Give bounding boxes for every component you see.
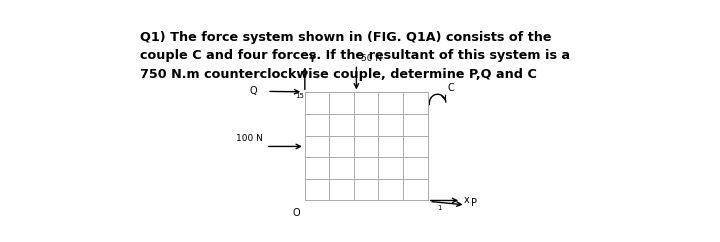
Text: 50 N: 50 N bbox=[361, 53, 382, 63]
Text: C: C bbox=[448, 83, 454, 93]
Text: O: O bbox=[293, 208, 300, 218]
Text: P: P bbox=[471, 198, 477, 208]
Text: Y: Y bbox=[307, 53, 315, 63]
Text: x: x bbox=[464, 196, 469, 205]
Text: Q: Q bbox=[249, 86, 257, 96]
Text: 15: 15 bbox=[294, 93, 304, 99]
Text: Q1) The force system shown in (FIG. Q1A) consists of the
couple C and four force: Q1) The force system shown in (FIG. Q1A)… bbox=[140, 31, 570, 81]
Text: 100 N: 100 N bbox=[236, 134, 263, 143]
Text: 1: 1 bbox=[437, 205, 441, 211]
